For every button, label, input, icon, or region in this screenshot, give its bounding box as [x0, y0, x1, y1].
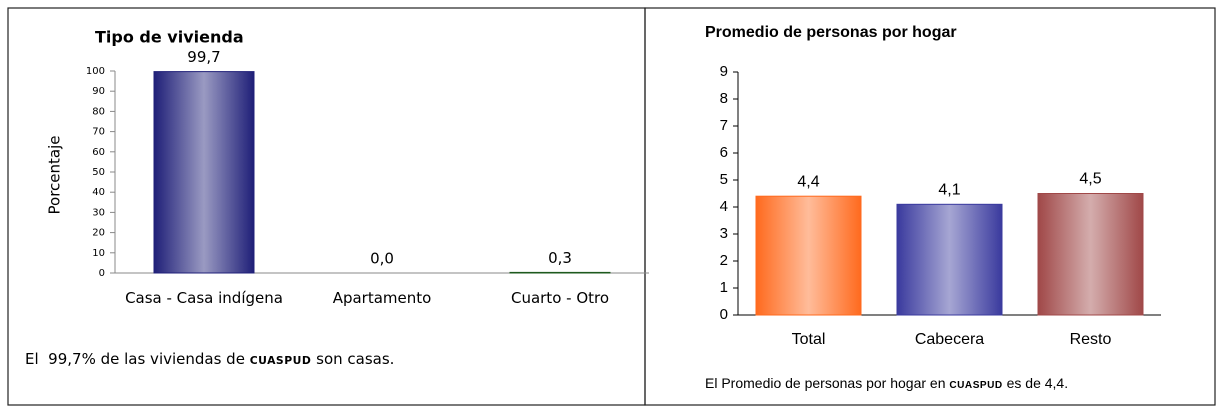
y-axis-label: Porcentaje — [46, 136, 64, 215]
bar — [1037, 193, 1144, 316]
value-label: 0,0 — [370, 250, 394, 268]
caption-place: CUASPUD — [949, 380, 1003, 391]
bar — [153, 71, 255, 274]
x-tick-label: Total — [791, 331, 826, 348]
x-tick-label: Apartamento — [332, 289, 432, 307]
y-tick-label: 50 — [92, 167, 105, 178]
y-tick-label: 4 — [720, 198, 728, 215]
chart-title: Tipo de vivienda — [95, 28, 244, 47]
y-tick-label: 10 — [92, 248, 105, 259]
y-tick-label: 70 — [92, 127, 105, 138]
x-tick-label: Cabecera — [914, 331, 985, 348]
caption: El Promedio de personas por hogar en CUA… — [705, 375, 1068, 391]
y-tick-label: 1 — [720, 279, 728, 296]
value-label: 0,3 — [548, 249, 572, 267]
caption-place: CUASPUD — [249, 354, 312, 367]
y-tick-label: 7 — [720, 117, 728, 134]
value-label: 4,5 — [1079, 171, 1101, 188]
chart-title: Promedio de personas por hogar — [705, 24, 957, 41]
y-tick-label: 80 — [92, 106, 105, 117]
y-tick-label: 20 — [92, 228, 105, 239]
y-tick-label: 5 — [720, 171, 728, 188]
y-tick-label: 60 — [92, 147, 105, 158]
chart: Promedio de personas por hogar 0 1 2 3 4 5 6 7 8 9… — [705, 24, 1161, 323]
y-tick-label: 6 — [720, 144, 728, 161]
x-tick-label: Cuarto - Otro — [510, 289, 610, 307]
value-label: 4,1 — [938, 182, 960, 199]
y-tick-label: 30 — [92, 207, 105, 218]
bar — [896, 203, 1003, 316]
caption-text: son casas. — [316, 350, 395, 368]
caption-text: El Promedio de personas por hogar en — [705, 375, 946, 391]
value-label: 4,4 — [797, 173, 819, 190]
y-tick-label: 0 — [720, 306, 728, 323]
y-tick-label: 100 — [86, 66, 105, 77]
caption: El 99,7% de las viviendas de CUASPUD son… — [25, 350, 394, 368]
chart: Tipo de vivienda Porcentaje 0 10 20 30 40 50 60 7… — [46, 28, 649, 279]
caption-text: El 99,7% de las viviendas de — [25, 350, 245, 368]
bar — [755, 195, 862, 316]
caption-text: es de 4,4. — [1006, 375, 1069, 391]
y-tick-label: 2 — [720, 252, 728, 269]
x-tick-label: Casa - Casa indígena — [125, 289, 283, 307]
y-tick-label: 9 — [720, 63, 728, 80]
bar — [509, 271, 611, 274]
value-label: 99,7 — [187, 48, 220, 66]
y-tick-label: 0 — [99, 268, 105, 279]
panel-border — [644, 7, 1216, 406]
y-tick-label: 90 — [92, 86, 105, 97]
y-tick-label: 3 — [720, 225, 728, 242]
y-tick-label: 40 — [92, 187, 105, 198]
y-tick-label: 8 — [720, 90, 728, 107]
x-tick-label: Resto — [1069, 331, 1112, 348]
